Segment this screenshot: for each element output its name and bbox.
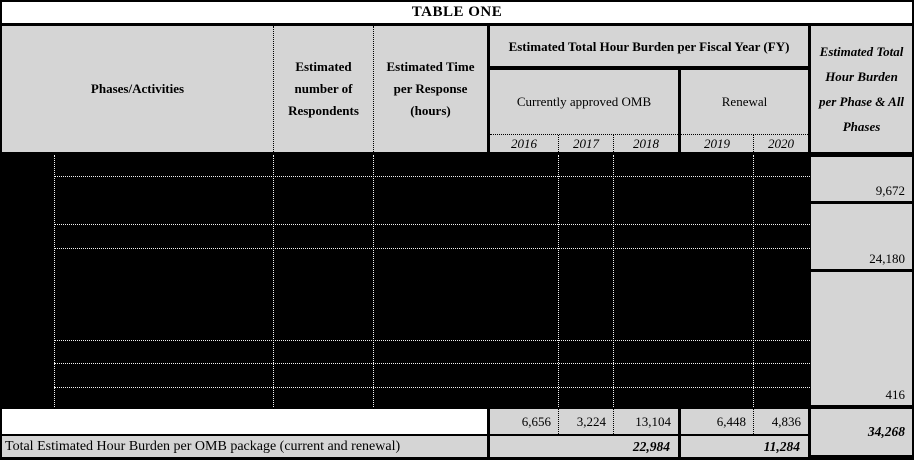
- col-header-time-per-response: Estimated Time per Response (hours): [373, 26, 487, 152]
- renewal-total-cell: 11,284: [681, 436, 808, 457]
- year-header-2016: 2016: [511, 135, 537, 151]
- year-row-renewal: 2019 2020: [681, 134, 808, 152]
- col-header-phases: Phases/Activities: [2, 26, 273, 152]
- subtotal-current-group: 6,656 3,224 13,104: [490, 409, 678, 434]
- grid-row-divider: [54, 363, 810, 364]
- col-header-fy-group: Estimated Total Hour Burden per Fiscal Y…: [490, 26, 808, 66]
- grid-col-divider: [54, 155, 55, 407]
- grid-col-divider: [753, 155, 754, 407]
- grid-col-divider: [373, 155, 374, 407]
- col-header-renewal: Renewal: [681, 70, 808, 134]
- grid-row-divider: [54, 387, 810, 388]
- year-header-2019: 2019: [704, 135, 730, 151]
- year-header-2017: 2017: [558, 135, 613, 152]
- year-row-current: 2016 2017 2018: [490, 134, 678, 152]
- grid-row-divider: [54, 224, 810, 225]
- year-header-2020: 2020: [753, 135, 808, 152]
- phase-total-cell-3: 416: [811, 272, 912, 405]
- year-total-cell-2017: 3,224: [558, 409, 613, 434]
- grid-col-divider: [558, 155, 559, 407]
- subtotal-renewal-group: 6,448 4,836: [681, 409, 808, 434]
- grid-row-divider: [54, 176, 810, 177]
- phase-total-cell-1: 9,672: [811, 157, 912, 201]
- year-total-cell-2018: 13,104: [613, 409, 678, 434]
- current-omb-total-cell: 22,984: [490, 436, 678, 457]
- grid-row-divider: [54, 248, 810, 249]
- phase-total-cell-2: 24,180: [811, 204, 912, 269]
- year-total-cell-2020: 4,836: [753, 409, 808, 434]
- total-row-label: Total Estimated Hour Burden per OMB pack…: [2, 436, 487, 457]
- year-header-2018: 2018: [613, 135, 678, 152]
- grid-col-divider: [613, 155, 614, 407]
- col-header-respondents: Estimated number of Respondents: [273, 26, 373, 152]
- grid-col-divider: [273, 155, 274, 407]
- year-total-cell-2016: 6,656: [521, 413, 551, 429]
- grand-total-all-phases-cell: 34,268: [811, 409, 912, 455]
- grid-row-divider: [54, 340, 810, 341]
- col-header-currently-approved-omb: Currently approved OMB: [490, 70, 678, 134]
- year-total-cell-2019: 6,448: [716, 413, 746, 429]
- col-header-phase-total: Estimated Total Hour Burden per Phase & …: [811, 26, 912, 152]
- table-title: TABLE ONE: [2, 2, 912, 23]
- redacted-body: [2, 155, 912, 407]
- subtotal-row-blank-cell: [2, 409, 487, 434]
